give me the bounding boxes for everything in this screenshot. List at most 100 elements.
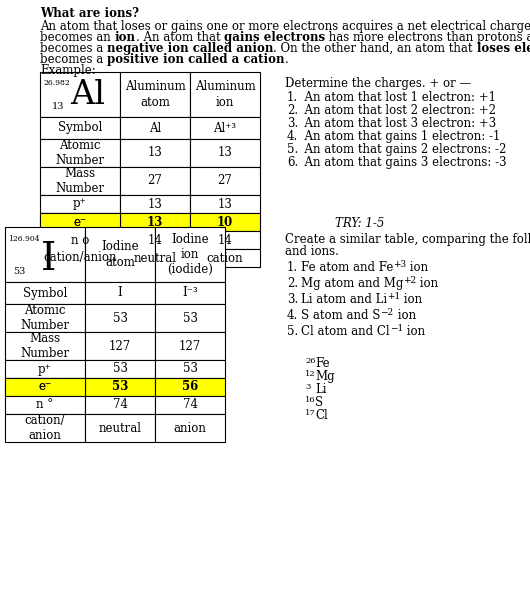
Text: e⁻: e⁻ [73, 215, 86, 228]
Text: S: S [315, 396, 323, 409]
Text: n o: n o [71, 234, 89, 246]
Bar [190, 213, 260, 231]
Text: 2.: 2. [287, 104, 298, 117]
Text: What are ions?: What are ions? [40, 7, 139, 20]
Text: 3.: 3. [287, 117, 298, 130]
Bar [190, 231, 260, 249]
Text: 53: 53 [112, 362, 128, 376]
Text: n °: n ° [37, 399, 54, 412]
Bar [5, 332, 85, 360]
Text: Al: Al [70, 78, 105, 110]
Bar [190, 167, 260, 195]
Bar [190, 139, 260, 167]
Bar [40, 195, 120, 213]
Text: 26.982: 26.982 [43, 79, 70, 87]
Text: Mass
Number: Mass Number [56, 167, 104, 195]
Bar [40, 167, 120, 195]
Text: 53: 53 [182, 311, 198, 325]
Text: e⁻: e⁻ [38, 381, 51, 393]
Bar [5, 414, 85, 442]
Bar [120, 139, 190, 167]
Text: .: . [285, 53, 288, 66]
Text: 74: 74 [182, 399, 198, 412]
Text: 14: 14 [147, 234, 162, 246]
Bar [155, 227, 225, 282]
Bar [155, 414, 225, 442]
Text: ion: ion [400, 293, 422, 306]
Text: e⁻: e⁻ [73, 215, 86, 228]
Text: Fe: Fe [315, 357, 330, 370]
Text: Atomic
Number: Atomic Number [21, 304, 69, 332]
Text: Mg atom and Mg: Mg atom and Mg [301, 277, 403, 290]
Bar [5, 378, 85, 396]
Text: Iodine
ion
(iodide): Iodine ion (iodide) [167, 233, 213, 276]
Bar [40, 139, 120, 167]
Bar [155, 378, 225, 396]
Text: 2.: 2. [287, 277, 298, 290]
Text: becomes a: becomes a [40, 42, 107, 55]
Text: 56: 56 [182, 381, 198, 393]
Bar [85, 304, 155, 332]
Bar [120, 72, 190, 117]
Text: Aluminum
ion: Aluminum ion [195, 81, 255, 109]
Text: anion: anion [173, 421, 207, 435]
Text: An atom that gains 1 electron: -1: An atom that gains 1 electron: -1 [297, 130, 500, 143]
Text: 13: 13 [147, 197, 162, 211]
Text: 1.: 1. [287, 261, 298, 274]
Text: 127: 127 [109, 339, 131, 353]
Text: An atom that lost 1 electron: +1: An atom that lost 1 electron: +1 [297, 91, 496, 104]
Text: Example:: Example: [40, 64, 96, 77]
Text: 1.: 1. [287, 91, 298, 104]
Bar [85, 282, 155, 304]
Text: 10: 10 [217, 215, 233, 228]
Text: 12: 12 [305, 370, 316, 378]
Bar [5, 227, 85, 282]
Text: −2: −2 [381, 308, 393, 317]
Bar [155, 282, 225, 304]
Text: 26: 26 [305, 357, 315, 365]
Text: Symbol: Symbol [58, 121, 102, 135]
Text: e⁻: e⁻ [38, 381, 51, 393]
Text: 5.: 5. [287, 325, 298, 338]
Bar [190, 195, 260, 213]
Text: +3: +3 [393, 260, 407, 269]
Bar [5, 396, 85, 414]
Text: becomes a: becomes a [40, 53, 107, 66]
Text: 4.: 4. [287, 130, 298, 143]
Bar [40, 213, 120, 231]
Text: Aluminum
atom: Aluminum atom [125, 81, 186, 109]
Text: and ions.: and ions. [285, 245, 339, 258]
Bar [40, 231, 120, 249]
Bar [155, 360, 225, 378]
Bar [120, 249, 190, 267]
Bar [40, 72, 120, 117]
Text: 74: 74 [112, 399, 128, 412]
Bar [155, 332, 225, 360]
Text: neutral: neutral [134, 251, 176, 265]
Text: −1: −1 [390, 324, 403, 333]
Text: 53: 53 [112, 381, 128, 393]
Bar [190, 72, 260, 117]
Bar [155, 396, 225, 414]
Text: An atom that lost 3 electron: +3: An atom that lost 3 electron: +3 [297, 117, 496, 130]
Text: +2: +2 [403, 276, 417, 285]
Text: Atomic
Number: Atomic Number [56, 139, 104, 167]
Bar [120, 195, 190, 213]
Text: ion: ion [417, 277, 439, 290]
Text: Create a similar table, comparing the following atoms: Create a similar table, comparing the fo… [285, 233, 530, 246]
Text: Determine the charges. + or —: Determine the charges. + or — [285, 77, 471, 90]
Bar [5, 360, 85, 378]
Text: 53: 53 [13, 267, 25, 276]
Bar [85, 227, 155, 282]
Text: Fe atom and Fe: Fe atom and Fe [301, 261, 393, 274]
Text: neutral: neutral [99, 421, 142, 435]
Text: An atom that loses or gains one or more electrons acquires a net electrical char: An atom that loses or gains one or more … [40, 20, 530, 33]
Text: TRY: 1-5: TRY: 1-5 [335, 217, 384, 230]
Bar [190, 249, 260, 267]
Bar [85, 378, 155, 396]
Text: 13: 13 [147, 215, 163, 228]
Bar [40, 249, 120, 267]
Bar [85, 332, 155, 360]
Text: negative ion called anion: negative ion called anion [107, 42, 273, 55]
Text: 17: 17 [305, 409, 316, 417]
